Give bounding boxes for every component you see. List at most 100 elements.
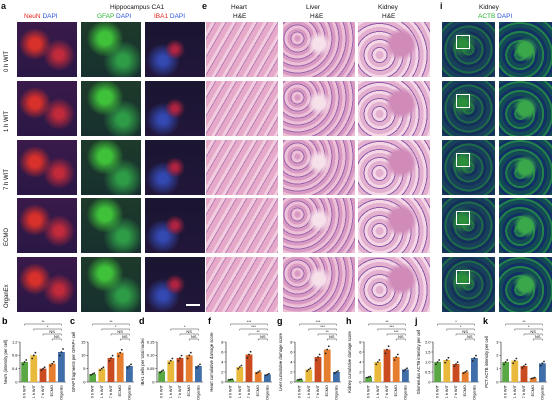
data-point: [249, 350, 252, 353]
data-point: [60, 351, 63, 353]
bar-c-0: [89, 374, 96, 382]
x-tick-label: 0 h WIT: [298, 384, 302, 398]
data-point: [266, 373, 269, 376]
micrograph-a-r0h-c2: [80, 21, 142, 78]
panel-a-col2-label: GFAP DAPI: [97, 13, 132, 20]
data-point: [436, 361, 439, 363]
data-point: [120, 348, 123, 351]
sig-label: NS: [122, 334, 128, 339]
micrograph-he-r1h-liver: [282, 80, 356, 137]
sig-bracket: [248, 333, 268, 336]
micrograph-he-r1h-kidney: [357, 80, 431, 137]
sig-label: NS: [54, 334, 60, 339]
data-point: [333, 372, 336, 375]
micrograph-he-r0h-heart: [205, 21, 279, 78]
sig-bracket: [170, 328, 199, 331]
data-point: [268, 372, 270, 375]
sig-label: NS: [191, 334, 197, 339]
x-tick-label: OrganEx: [59, 385, 63, 400]
sig-label: NS: [535, 334, 541, 339]
bar-g-3: [323, 349, 331, 382]
bar-chart-b: b NeuN (intensity per cell) 0 0.4 0.8 1.2 0 h …: [2, 316, 66, 400]
data-point: [393, 359, 396, 361]
sig-label: *: [528, 324, 530, 329]
sig-label: *: [460, 324, 462, 329]
data-point: [40, 369, 43, 372]
sig-label: ***: [247, 319, 252, 324]
data-point: [171, 357, 174, 360]
data-point: [195, 367, 198, 369]
x-tick-label: 7 h WIT: [316, 384, 320, 398]
data-point: [108, 359, 111, 362]
micrograph-a-recmo-c2: [80, 197, 142, 254]
data-point: [188, 354, 191, 357]
data-point: [309, 367, 312, 370]
bar-chart-k: k PCT ACTB intensity per cell 0 1 2 3 0 h WIT 1…: [483, 316, 547, 400]
y-tick-label: 0.5: [425, 369, 431, 374]
bar-h-4: [402, 369, 409, 382]
y-tick-label: 1.2: [12, 339, 18, 344]
sig-label: NS: [329, 334, 335, 339]
data-point: [258, 370, 261, 372]
data-point: [58, 354, 61, 357]
data-point: [524, 363, 527, 366]
bar-chart-f: f Heart cumulative damage score 0 2 4 6 8 0 h W…: [208, 316, 272, 400]
sig-bracket: [52, 338, 62, 341]
x-tick-label: ECMO: [50, 385, 54, 396]
data-point: [43, 366, 46, 369]
bar-h-0: [365, 377, 372, 382]
data-point: [406, 367, 408, 370]
x-tick-label: 1 h WIT: [513, 384, 517, 398]
x-tick-label: 0 h WIT: [367, 384, 371, 398]
sig-bracket: [514, 328, 543, 331]
sig-label: ***: [389, 324, 394, 329]
micrograph-he-rorganex-heart: [205, 256, 279, 313]
data-point: [504, 361, 507, 363]
bar-d-2: [176, 358, 184, 382]
bar-g-2: [314, 357, 322, 382]
sig-label: NS: [117, 329, 123, 334]
x-tick-label: 7 h WIT: [247, 384, 251, 398]
sig-label: ***: [320, 324, 325, 329]
bar-d-0: [158, 371, 165, 382]
data-point: [384, 352, 387, 355]
x-tick-label: 7 h WIT: [109, 384, 113, 398]
data-point: [444, 361, 447, 364]
y-tick-label: 0: [359, 379, 362, 384]
data-point: [317, 356, 319, 358]
micrograph-he-r0h-liver: [282, 21, 356, 78]
x-tick-label: ECMO: [394, 385, 398, 396]
sig-bracket: [396, 338, 406, 341]
bar-b-2: [39, 368, 47, 382]
micrograph-he-r7h-kidney: [357, 139, 431, 196]
data-point: [300, 378, 303, 381]
y-tick-label: 1: [496, 366, 499, 371]
x-tick-label: 1 h WIT: [169, 384, 173, 398]
data-point: [52, 360, 55, 363]
data-point: [100, 367, 103, 370]
y-tick-label: 0: [152, 379, 155, 384]
data-point: [456, 361, 459, 364]
data-point: [102, 366, 105, 369]
bar-chart-c: c GFAP fragments per GFAP+ cell 0 5 10 15 0 h …: [70, 316, 134, 400]
data-point: [298, 378, 301, 381]
sig-bracket: [437, 323, 475, 326]
x-tick-label: OrganEx: [127, 385, 131, 400]
data-point: [306, 370, 309, 372]
x-tick-label: ECMO: [187, 385, 191, 396]
sig-label: ***: [316, 319, 321, 324]
bar-k-2: [520, 366, 528, 382]
micrograph-actb-r7h-c1: [441, 139, 496, 196]
bar-k-0: [502, 362, 509, 382]
data-point: [186, 357, 189, 360]
bar-g-1: [305, 369, 313, 382]
micrograph-a-r1h-c3: [144, 80, 206, 137]
data-point: [543, 360, 545, 363]
sig-label: **: [109, 319, 113, 324]
data-point: [367, 376, 370, 378]
bar-f-2: [245, 354, 253, 382]
data-point: [42, 367, 44, 370]
bar-f-0: [227, 379, 234, 382]
x-tick-label: 1 h WIT: [32, 384, 36, 398]
bar-h-2: [383, 349, 391, 382]
